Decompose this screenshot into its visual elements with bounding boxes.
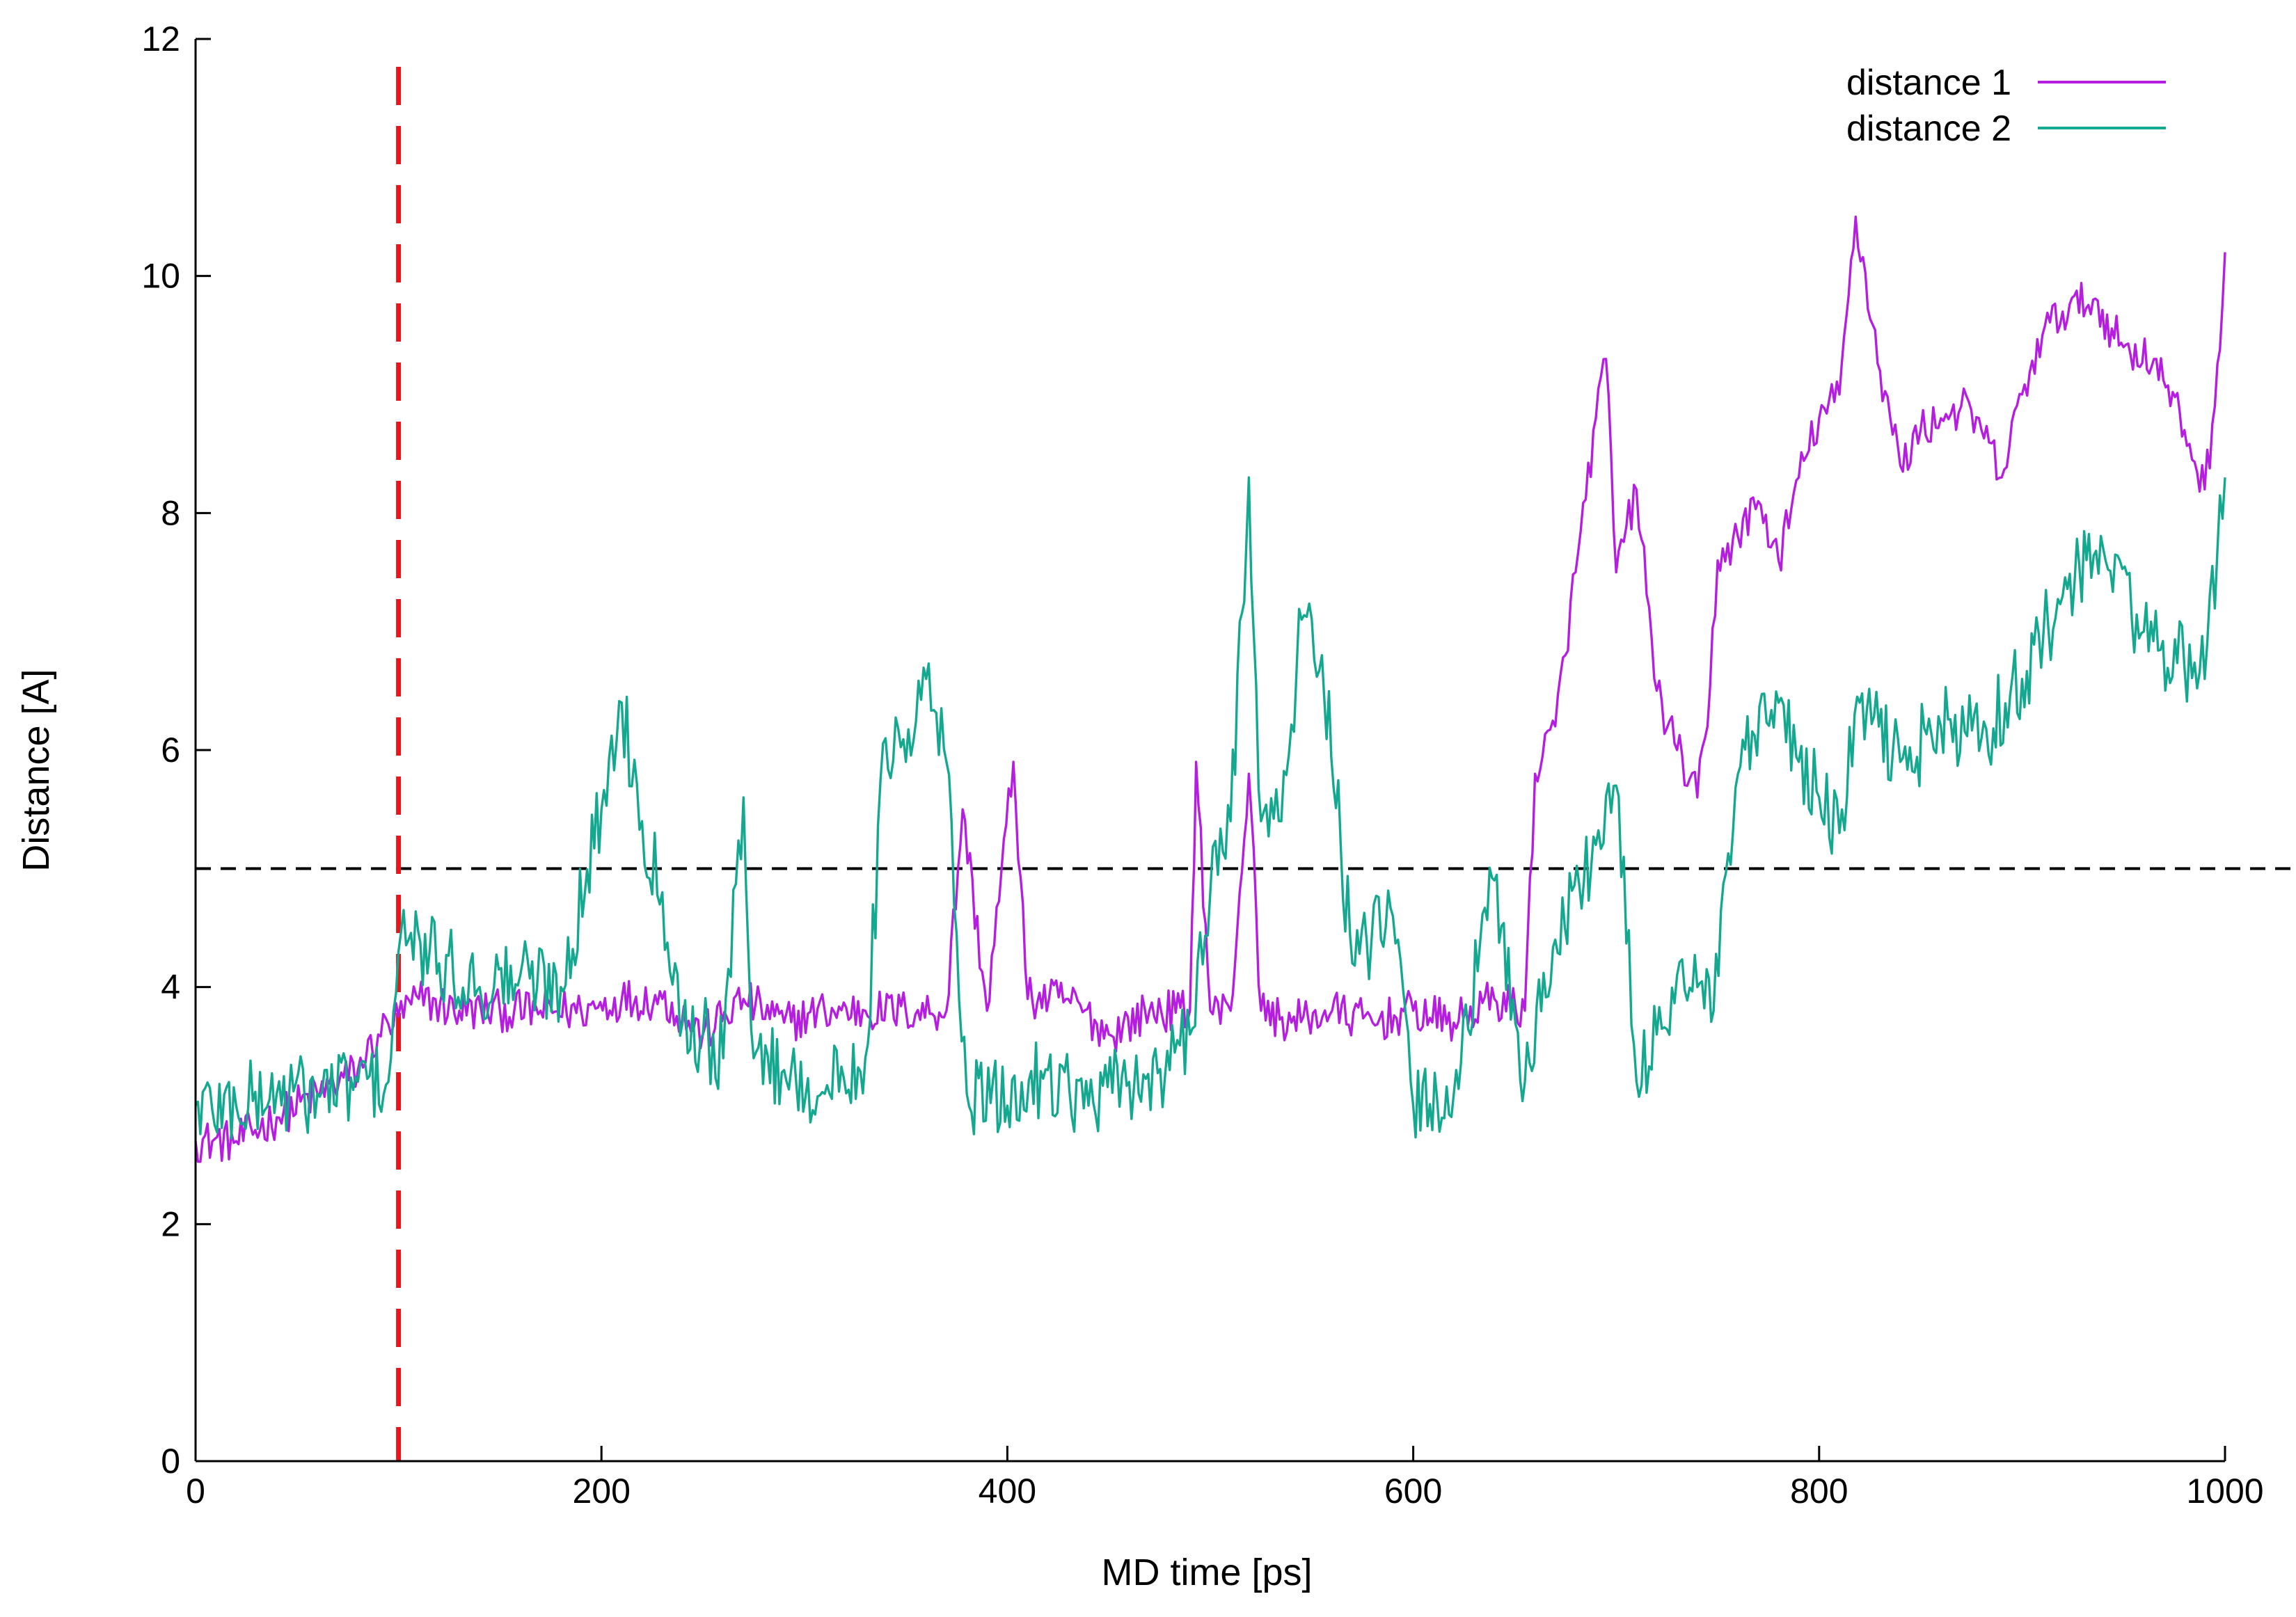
legend-label-1: distance 1 bbox=[1846, 63, 2011, 103]
x-tick-label: 600 bbox=[1384, 1472, 1442, 1511]
x-tick-label: 800 bbox=[1790, 1472, 1848, 1511]
series-layer bbox=[194, 215, 2226, 1163]
x-axis-label: MD time [ps] bbox=[1101, 1552, 1312, 1593]
y-tick-label: 10 bbox=[141, 257, 180, 296]
y-tick-label: 4 bbox=[161, 968, 180, 1007]
series-line-1 bbox=[194, 215, 2226, 1163]
x-tick-label: 1000 bbox=[2186, 1472, 2263, 1511]
legend: distance 1 distance 2 bbox=[1846, 63, 2166, 149]
y-tick-label: 0 bbox=[161, 1442, 180, 1481]
y-tick-label: 8 bbox=[161, 493, 180, 532]
x-tick-label: 200 bbox=[572, 1472, 630, 1511]
legend-label-2: distance 2 bbox=[1846, 109, 2011, 149]
x-tick-label: 400 bbox=[979, 1472, 1036, 1511]
y-tick-label: 2 bbox=[161, 1204, 180, 1243]
series-line-2 bbox=[194, 476, 2226, 1140]
ticks: 0 200 400 600 800 1000 0 2 4 6 8 10 12 bbox=[141, 19, 2263, 1511]
x-tick-label: 0 bbox=[186, 1472, 205, 1511]
y-axis-label: Distance [A] bbox=[15, 669, 57, 871]
y-tick-label: 12 bbox=[141, 19, 180, 58]
y-tick-label: 6 bbox=[161, 731, 180, 770]
reference-lines bbox=[196, 67, 2296, 1461]
